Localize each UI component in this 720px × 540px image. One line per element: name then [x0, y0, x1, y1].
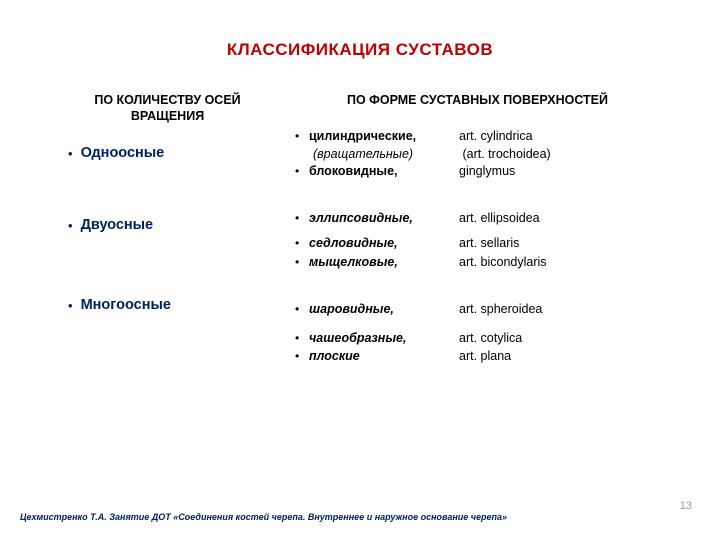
bullet-icon: •: [295, 128, 309, 144]
bullet-icon: •: [295, 254, 309, 270]
bullet-icon: •: [295, 348, 309, 364]
bullet-icon: •: [295, 163, 309, 179]
shape-row: • мыщелковые, art. bicondylaris: [295, 254, 660, 271]
shape-ru: плоские: [309, 348, 459, 365]
shape-lat: art. cylindrica: [459, 128, 660, 145]
axis-item-3: • Многоосные: [60, 297, 275, 313]
shape-group-3: • шаровидные, art. spheroidea • чашеобра…: [295, 301, 660, 366]
slide: КЛАССИФИКАЦИЯ СУСТАВОВ ПО КОЛИЧЕСТВУ ОСЕ…: [0, 0, 720, 540]
shape-ru: цилиндрические,: [309, 128, 459, 145]
shape-ru: шаровидные,: [309, 301, 459, 318]
shape-lat: art. sellaris: [459, 235, 660, 252]
axis-item-1: • Одноосные: [60, 145, 275, 161]
shape-lat: art. cotylica: [459, 330, 660, 347]
shape-row: • эллипсовидные, art. ellipsoidea: [295, 210, 660, 227]
shape-ru: эллипсовидные,: [309, 210, 459, 227]
shape-group-2: • эллипсовидные, art. ellipsoidea • седл…: [295, 210, 660, 271]
shape-ru: мыщелковые,: [309, 254, 459, 271]
shape-ru: чашеобразные,: [309, 330, 459, 347]
bullet-icon: •: [68, 219, 73, 232]
shape-row: • цилиндрические, art. cylindrica: [295, 128, 660, 145]
page-number: 13: [680, 500, 692, 512]
shape-subline: (вращательные) (art. trochoidea): [295, 147, 660, 161]
bullet-icon: •: [295, 330, 309, 346]
shape-row: • плоские art. plana: [295, 348, 660, 365]
bullet-icon: •: [295, 235, 309, 251]
shape-ru: седловидные,: [309, 235, 459, 252]
shape-row: • шаровидные, art. spheroidea: [295, 301, 660, 318]
shape-ru: блоковидные,: [309, 163, 459, 180]
bullet-icon: •: [68, 147, 73, 160]
shape-group-1: • цилиндрические, art. cylindrica (враща…: [295, 128, 660, 180]
axis-label: Многоосные: [81, 297, 171, 313]
bullet-icon: •: [295, 210, 309, 226]
shape-lat: art. spheroidea: [459, 301, 660, 318]
footer-text: Цехмистренко Т.А. Занятие ДОТ «Соединени…: [20, 512, 507, 522]
slide-title: КЛАССИФИКАЦИЯ СУСТАВОВ: [50, 40, 670, 60]
shape-lat: art. bicondylaris: [459, 254, 660, 271]
right-column-header: ПО ФОРМЕ СУСТАВНЫХ ПОВЕРХНОСТЕЙ: [295, 92, 660, 108]
shape-lat: art. plana: [459, 348, 660, 365]
shape-row: • блоковидные, ginglymus: [295, 163, 660, 180]
left-column: ПО КОЛИЧЕСТВУ ОСЕЙ ВРАЩЕНИЯ • Одноосные …: [60, 92, 275, 365]
shape-lat-sub: (art. trochoidea): [462, 147, 550, 161]
left-column-header: ПО КОЛИЧЕСТВУ ОСЕЙ ВРАЩЕНИЯ: [60, 92, 275, 125]
axis-label: Одноосные: [81, 145, 165, 161]
shape-ru-italic: (вращательные): [313, 147, 459, 161]
shape-lat: ginglymus: [459, 163, 660, 180]
bullet-icon: •: [68, 299, 73, 312]
right-column: ПО ФОРМЕ СУСТАВНЫХ ПОВЕРХНОСТЕЙ • цилинд…: [295, 92, 660, 365]
bullet-icon: •: [295, 301, 309, 317]
axis-label: Двуосные: [81, 217, 154, 233]
shape-row: • чашеобразные, art. cotylica: [295, 330, 660, 347]
shape-lat: art. ellipsoidea: [459, 210, 660, 227]
shape-row: • седловидные, art. sellaris: [295, 235, 660, 252]
content-columns: ПО КОЛИЧЕСТВУ ОСЕЙ ВРАЩЕНИЯ • Одноосные …: [50, 92, 670, 365]
axis-item-2: • Двуосные: [60, 217, 275, 233]
